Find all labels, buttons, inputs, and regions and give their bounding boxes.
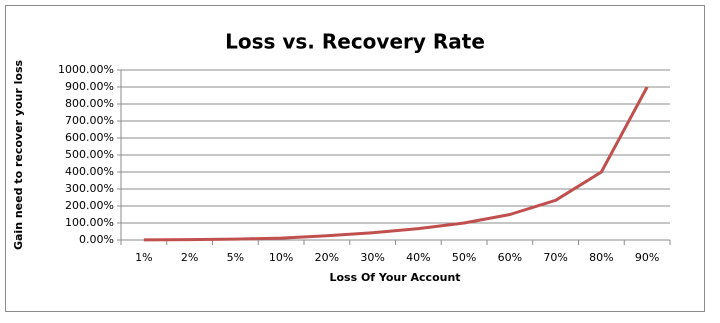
chart-title: Loss vs. Recovery Rate xyxy=(225,30,485,54)
x-tick-label: 2% xyxy=(181,251,198,264)
y-tick-label: 600.00% xyxy=(65,131,114,144)
x-tick-label: 40% xyxy=(406,251,430,264)
x-axis-label: Loss Of Your Account xyxy=(329,271,460,284)
data-line xyxy=(143,86,649,242)
x-tick-label: 10% xyxy=(269,251,293,264)
y-tick-label: 700.00% xyxy=(65,114,114,127)
y-tick-label: 200.00% xyxy=(65,199,114,212)
y-tick-label: 0.00% xyxy=(79,233,114,246)
x-tick-label: 30% xyxy=(360,251,384,264)
y-tick-label: 1000.00% xyxy=(58,63,114,76)
x-tick-label: 5% xyxy=(227,251,244,264)
x-tick-label: 20% xyxy=(315,251,339,264)
y-tick-label: 800.00% xyxy=(65,97,114,110)
x-tick-label: 70% xyxy=(543,251,567,264)
y-tick-label: 300.00% xyxy=(65,182,114,195)
x-tick-label: 50% xyxy=(452,251,476,264)
y-tick-label: 400.00% xyxy=(65,165,114,178)
x-tick-label: 60% xyxy=(498,251,522,264)
y-tick-label: 100.00% xyxy=(65,216,114,229)
chart-border xyxy=(5,5,705,312)
x-tick-label: 1% xyxy=(135,251,152,264)
y-tick-label: 500.00% xyxy=(65,148,114,161)
y-tick-label: 900.00% xyxy=(65,80,114,93)
x-tick-label: 90% xyxy=(635,251,659,264)
y-axis-label: Gain need to recover your loss xyxy=(12,60,25,251)
x-tick-label: 80% xyxy=(589,251,613,264)
